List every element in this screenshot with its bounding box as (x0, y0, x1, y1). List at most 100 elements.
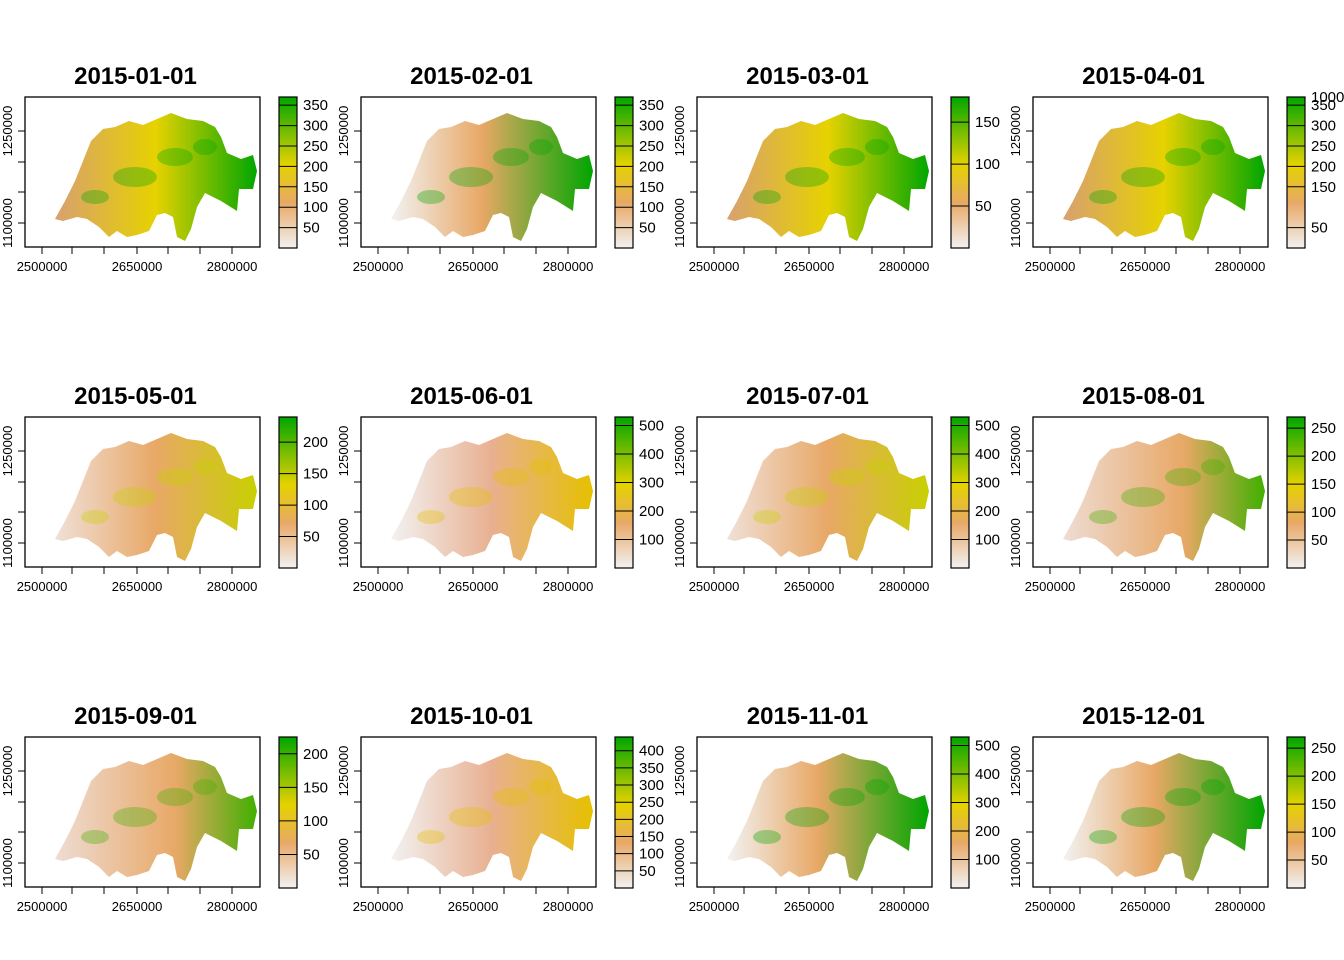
map-panel: 2015-10-01 2500000 2650000 2800000 1100000 12… (336, 703, 664, 914)
legend-tick-label: 100 (303, 813, 328, 830)
y-tick-label: 1250000 (1008, 426, 1023, 477)
y-tick-label: 1250000 (336, 746, 351, 797)
x-tick-label: 2800000 (1215, 579, 1266, 594)
x-tick-label: 2500000 (17, 579, 68, 594)
y-tick-label: 1100000 (0, 838, 15, 888)
legend-tick-label: 100 (303, 497, 328, 514)
legend-tick-label: 350 (303, 97, 328, 114)
legend-tick-label: 300 (639, 777, 664, 794)
legend-tick-label: 300 (1311, 118, 1336, 135)
legend-tick-label: 300 (975, 475, 1000, 492)
legend-colorbar (1286, 96, 1306, 249)
y-tick-label: 1100000 (1008, 198, 1023, 248)
x-tick-label: 2800000 (879, 259, 930, 274)
map-region (785, 487, 829, 507)
y-tick-label: 1100000 (336, 198, 351, 248)
map-shape (391, 753, 593, 881)
legend-tick-label: 500 (639, 418, 664, 435)
legend-tick-label: 100 (639, 846, 664, 863)
plot-frame (1032, 96, 1269, 248)
legend-tick-label: 1000 (1311, 89, 1344, 106)
plot-frame (1032, 736, 1269, 888)
map-region (157, 148, 193, 166)
map-region (417, 510, 445, 524)
legend-tick-label: 350 (1311, 97, 1336, 114)
map-region (113, 167, 157, 187)
map-region (529, 779, 553, 795)
panel-title: 2015-05-01 (74, 383, 197, 410)
map-region (81, 190, 109, 204)
legend-tick-label: 150 (639, 829, 664, 846)
legend-tick-label: 200 (639, 811, 664, 828)
legend-colorbar (278, 736, 298, 889)
legend-tick-label: 50 (303, 529, 320, 546)
plot-frame (696, 416, 933, 568)
map-region (449, 487, 493, 507)
x-tick-label: 2650000 (448, 899, 499, 914)
panel-title: 2015-07-01 (746, 383, 869, 410)
x-tick-label: 2650000 (784, 579, 835, 594)
x-tick-label: 2800000 (543, 899, 594, 914)
panel-title: 2015-01-01 (74, 63, 197, 90)
map-shape (391, 113, 593, 241)
y-tick-label: 1250000 (336, 426, 351, 477)
legend-tick-label: 150 (1311, 179, 1336, 196)
x-tick-label: 2500000 (1025, 899, 1076, 914)
map-region (193, 779, 217, 795)
x-tick-label: 2500000 (689, 899, 740, 914)
map-region (785, 807, 829, 827)
legend-tick-label: 200 (639, 158, 664, 175)
map-region (753, 510, 781, 524)
legend-tick-label: 350 (639, 760, 664, 777)
x-tick-label: 2650000 (112, 259, 163, 274)
y-tick-label: 1250000 (1008, 746, 1023, 797)
legend-colorbar (278, 96, 298, 249)
y-tick-label: 1100000 (672, 518, 687, 568)
legend-tick-label: 300 (975, 795, 1000, 812)
map-shape (1063, 113, 1265, 241)
x-tick-label: 2650000 (448, 259, 499, 274)
map-region (1165, 468, 1201, 486)
y-tick-label: 1250000 (0, 106, 15, 157)
map-shape (727, 433, 929, 561)
map-region (193, 459, 217, 475)
map-region (829, 468, 865, 486)
map-panel: 2015-08-01 2500000 2650000 2800000 1100000 12… (1008, 383, 1336, 594)
map-region (157, 788, 193, 806)
legend-tick-label: 150 (303, 179, 328, 196)
map-region (529, 139, 553, 155)
map-region (449, 167, 493, 187)
legend-tick-label: 400 (639, 743, 664, 760)
map-region (493, 788, 529, 806)
x-tick-label: 2500000 (353, 259, 404, 274)
legend-colorbar (1286, 416, 1306, 569)
map-region (449, 807, 493, 827)
x-tick-label: 2650000 (784, 259, 835, 274)
plot-frame (24, 736, 261, 888)
map-region (113, 487, 157, 507)
map-region (1121, 167, 1165, 187)
map-region (1165, 148, 1201, 166)
legend-colorbar (950, 96, 970, 249)
legend-tick-label: 50 (1311, 852, 1328, 869)
map-region (1165, 788, 1201, 806)
legend-tick-label: 300 (639, 118, 664, 135)
legend-tick-label: 50 (303, 220, 320, 237)
x-tick-label: 2500000 (1025, 259, 1076, 274)
x-tick-label: 2800000 (207, 899, 258, 914)
legend-tick-label: 100 (975, 156, 1000, 173)
y-tick-label: 1250000 (336, 106, 351, 157)
map-region (829, 148, 865, 166)
map-region (493, 148, 529, 166)
y-tick-label: 1100000 (672, 838, 687, 888)
plot-frame (696, 736, 933, 888)
x-tick-label: 2800000 (543, 579, 594, 594)
legend-tick-label: 200 (1311, 158, 1336, 175)
map-panel: 2015-11-01 2500000 2650000 2800000 1100000 12… (672, 703, 1000, 914)
map-region (1201, 459, 1225, 475)
legend-tick-label: 250 (1311, 138, 1336, 155)
legend-tick-label: 400 (639, 446, 664, 463)
map-region (1089, 190, 1117, 204)
map-region (829, 788, 865, 806)
